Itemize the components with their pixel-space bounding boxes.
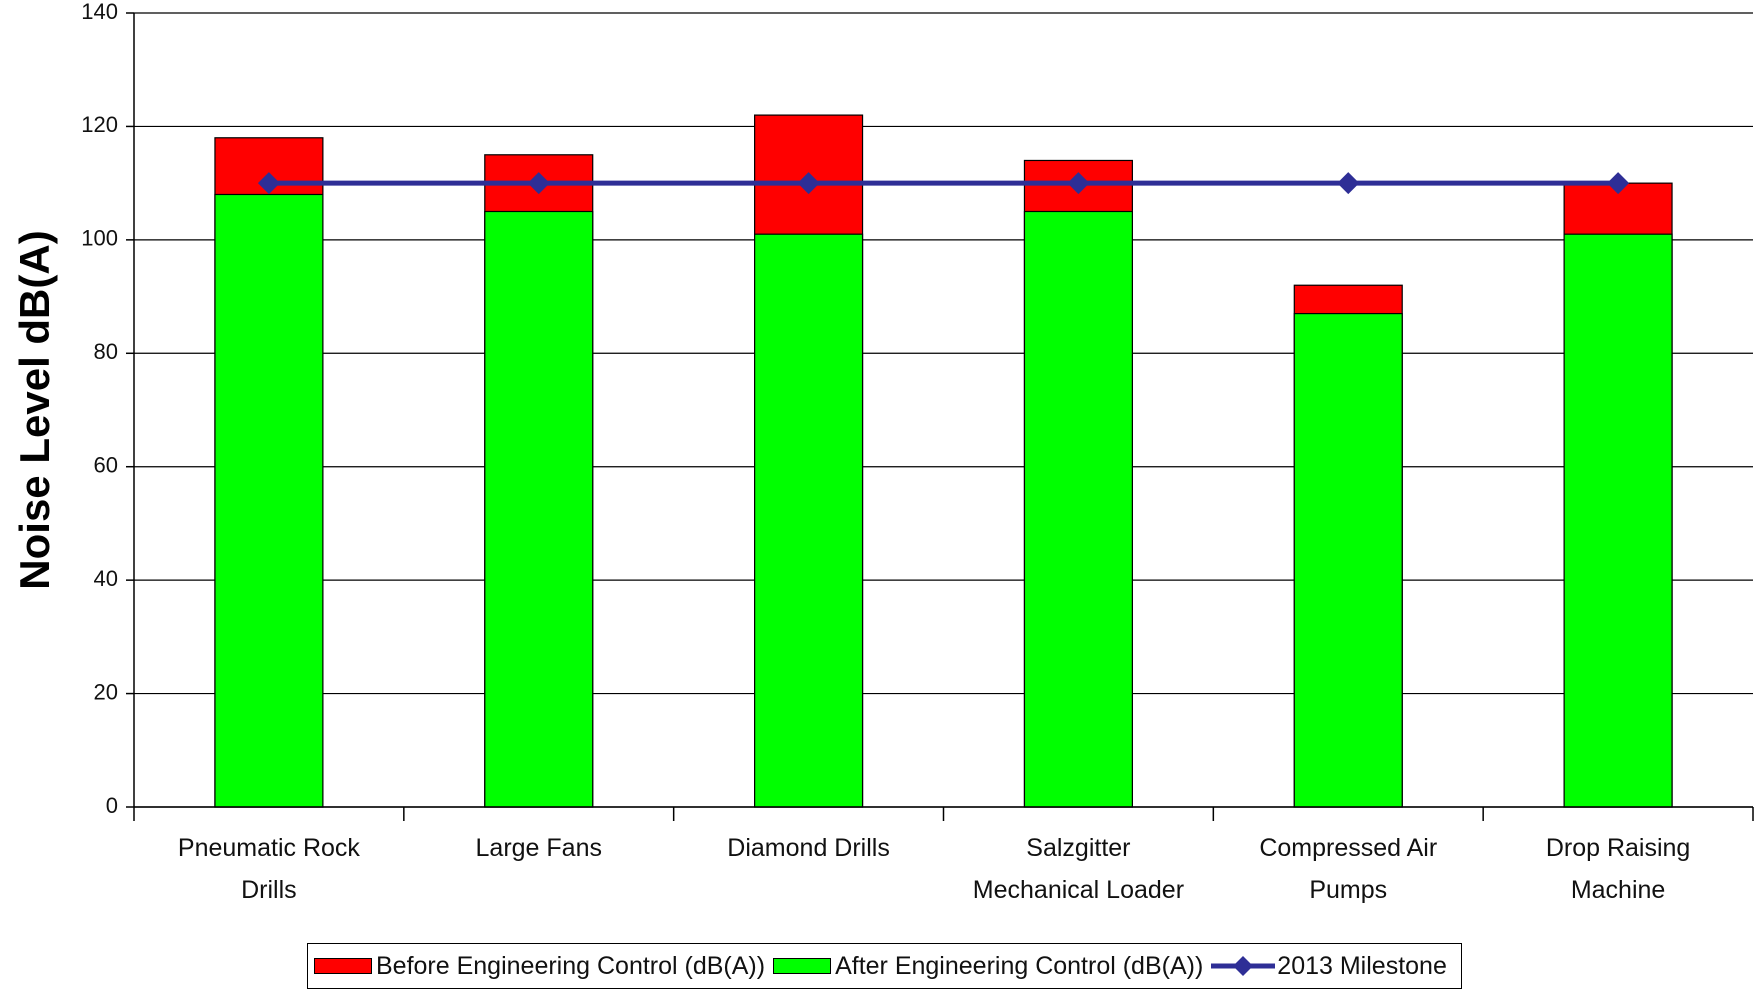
bar [484, 210, 594, 808]
y-tick-label: 100 [81, 226, 118, 251]
legend-item: After Engineering Control (dB(A)) [773, 952, 1203, 981]
milestone-marker [1607, 172, 1630, 195]
legend-swatch [314, 958, 372, 974]
milestone-marker [1067, 172, 1090, 195]
legend: Before Engineering Control (dB(A)) After … [307, 943, 1462, 989]
y-tick-label: 0 [106, 793, 118, 818]
x-tick-label: Diamond Drills [727, 834, 890, 862]
y-tick-label: 120 [81, 112, 118, 137]
y-tick-label: 140 [81, 0, 118, 24]
legend-swatch [773, 958, 832, 974]
y-tick-label: 40 [94, 566, 118, 591]
milestone-marker [1337, 172, 1360, 195]
milestone-marker [527, 172, 550, 195]
y-tick-label: 20 [94, 679, 118, 704]
legend-label: After Engineering Control (dB(A)) [835, 951, 1204, 980]
x-tick-label: Drop Raising Machine [1545, 834, 1691, 904]
legend-swatch [1211, 956, 1276, 976]
bar [1563, 233, 1673, 808]
bar [754, 233, 864, 808]
milestone-marker [797, 172, 820, 195]
x-tick-label: Salzgitter Mechanical Loader [972, 834, 1185, 904]
milestone-marker [257, 172, 280, 195]
bar [214, 193, 324, 808]
legend-item: Before Engineering Control (dB(A)) [314, 952, 765, 981]
x-tick-label: Large Fans [475, 834, 602, 862]
legend-label: Before Engineering Control (dB(A)) [376, 951, 766, 980]
bar [1023, 210, 1133, 808]
y-tick-label: 60 [94, 453, 118, 478]
y-axis-title: Noise Level dB(A) [11, 230, 58, 589]
legend-label: 2013 Milestone [1277, 951, 1447, 980]
x-tick-label: Compressed Air Pumps [1259, 834, 1438, 904]
y-tick-label: 80 [94, 339, 118, 364]
x-tick-label: Pneumatic Rock Drills [177, 834, 360, 904]
bar [1293, 312, 1403, 808]
legend-marker [1233, 956, 1254, 976]
legend-item: 2013 Milestone [1211, 952, 1447, 981]
